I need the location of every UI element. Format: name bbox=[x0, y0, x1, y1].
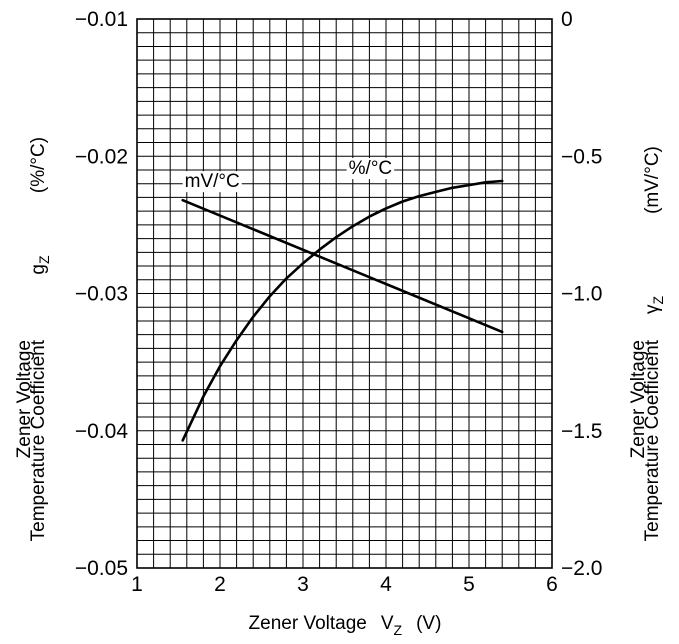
left-tick-label: −0.01 bbox=[75, 8, 128, 31]
right-axis-label-2: Temperature Coefficient bbox=[642, 339, 663, 541]
x-tick-label: 5 bbox=[463, 573, 475, 596]
x-axis-title: Zener Voltage VZ (V) bbox=[249, 613, 442, 638]
x-tick-label: 3 bbox=[297, 573, 309, 596]
x-tick-label: 1 bbox=[131, 573, 143, 596]
right-tick-label: −1.5 bbox=[561, 420, 602, 443]
left-axis-title: Zener Voltage Temperature Coefficient gZ… bbox=[14, 137, 52, 541]
x-tick-labels: 1 2 3 4 5 6 bbox=[131, 573, 558, 596]
left-tick-label: −0.04 bbox=[75, 420, 128, 443]
left-tick-labels: −0.01 −0.02 −0.03 −0.04 −0.05 bbox=[75, 8, 128, 580]
plot-frame bbox=[136, 18, 553, 569]
left-axis-label-2: Temperature Coefficient bbox=[28, 339, 49, 541]
series-label-bg bbox=[346, 158, 395, 180]
left-axis-unit: (%/°C) bbox=[28, 137, 49, 193]
series-label: %/°C bbox=[349, 158, 393, 179]
series-line bbox=[181, 179, 504, 442]
right-tick-label: −1.0 bbox=[561, 283, 602, 306]
x-tick-label: 2 bbox=[214, 573, 226, 596]
series-label: mV/°C bbox=[185, 171, 240, 192]
x-tick-label: 6 bbox=[546, 573, 558, 596]
right-axis-title: Zener Voltage Temperature Coefficient γZ… bbox=[628, 146, 666, 541]
left-tick-label: −0.05 bbox=[75, 557, 128, 580]
left-axis-symbol: gZ bbox=[28, 255, 52, 275]
right-axis-symbol: γZ bbox=[642, 296, 666, 315]
right-tick-labels: 0 −0.5 −1.0 −1.5 −2.0 bbox=[561, 8, 602, 580]
x-axis-label: Zener Voltage bbox=[249, 613, 367, 634]
right-axis-unit: (mV/°C) bbox=[642, 146, 663, 214]
right-tick-label: −0.5 bbox=[561, 145, 602, 168]
x-axis-symbol: V bbox=[381, 613, 394, 634]
right-tick-label: −2.0 bbox=[561, 557, 602, 580]
series-label-bg bbox=[182, 171, 242, 193]
right-tick-label: 0 bbox=[561, 8, 573, 31]
left-axis-label-1: Zener Voltage bbox=[14, 340, 35, 458]
grid bbox=[137, 19, 552, 568]
series-labels: %/°C mV/°C bbox=[182, 158, 395, 193]
left-tick-label: −0.03 bbox=[75, 283, 128, 306]
x-axis-symbol-sub: Z bbox=[394, 622, 403, 638]
right-axis-label-1: Zener Voltage bbox=[628, 340, 649, 458]
x-tick-label: 4 bbox=[380, 573, 392, 596]
series-lines bbox=[181, 179, 504, 442]
left-tick-label: −0.02 bbox=[75, 145, 128, 168]
series-line bbox=[181, 198, 504, 334]
x-axis-unit: (V) bbox=[416, 613, 441, 634]
